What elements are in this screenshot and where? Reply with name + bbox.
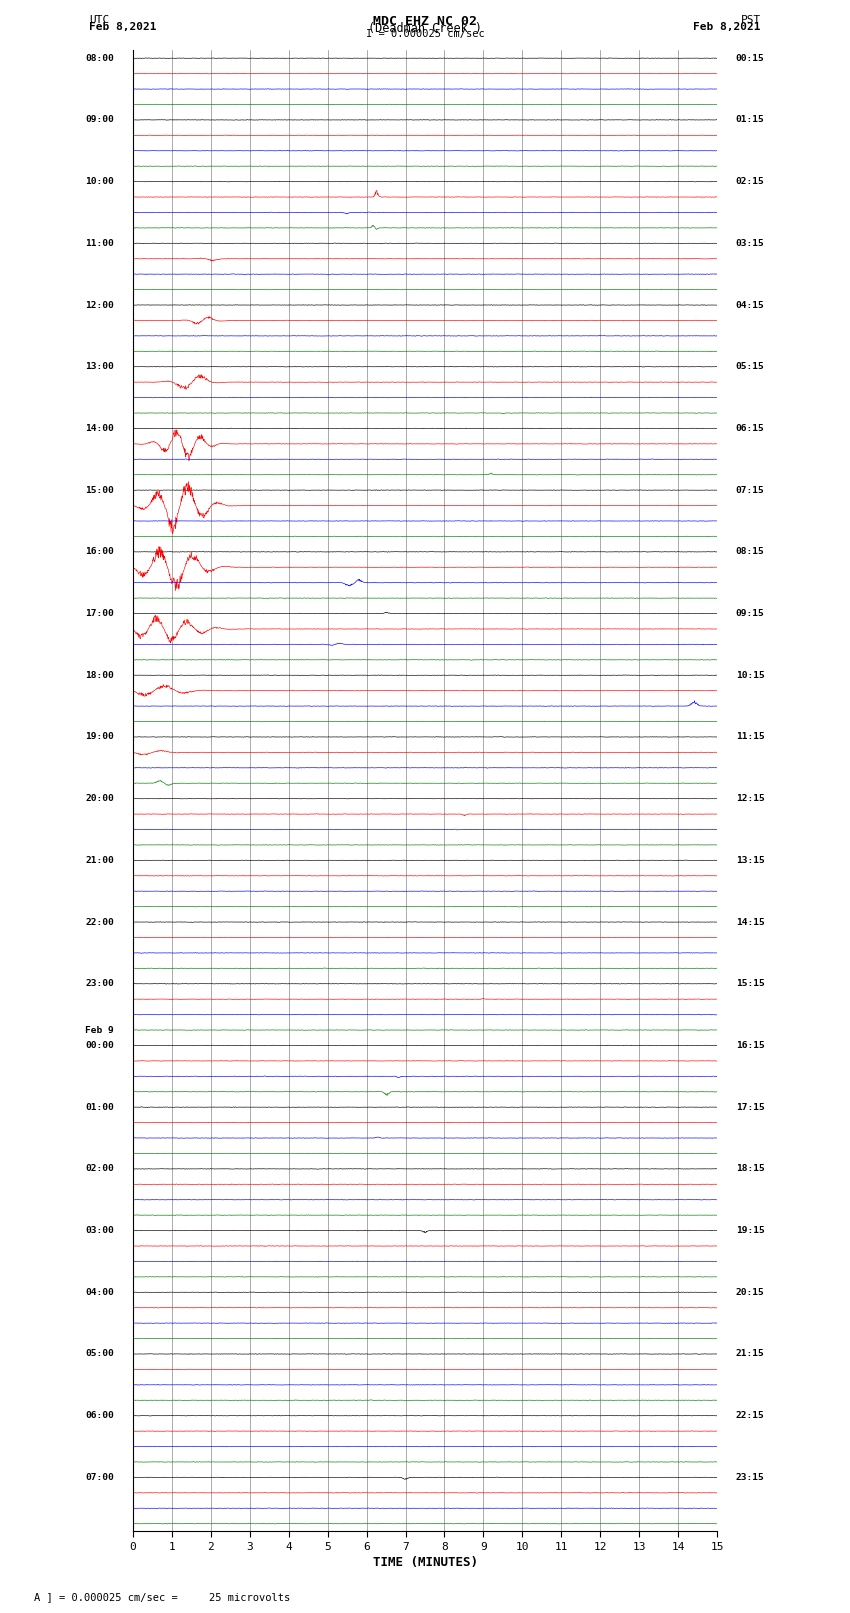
Text: 02:15: 02:15 <box>736 177 765 185</box>
Text: 14:00: 14:00 <box>85 424 114 432</box>
Text: 03:15: 03:15 <box>736 239 765 248</box>
Text: 09:15: 09:15 <box>736 610 765 618</box>
Text: 20:15: 20:15 <box>736 1287 765 1297</box>
Text: MDC EHZ NC 02: MDC EHZ NC 02 <box>373 16 477 29</box>
Text: Feb 8,2021: Feb 8,2021 <box>89 23 156 32</box>
Text: 14:15: 14:15 <box>736 918 765 926</box>
Text: 03:00: 03:00 <box>85 1226 114 1236</box>
Text: 04:15: 04:15 <box>736 300 765 310</box>
Text: 22:00: 22:00 <box>85 918 114 926</box>
Text: 23:00: 23:00 <box>85 979 114 989</box>
Text: 15:00: 15:00 <box>85 486 114 495</box>
Text: A ] = 0.000025 cm/sec =     25 microvolts: A ] = 0.000025 cm/sec = 25 microvolts <box>34 1592 290 1602</box>
Text: 12:15: 12:15 <box>736 794 765 803</box>
Text: 18:15: 18:15 <box>736 1165 765 1173</box>
Text: 21:00: 21:00 <box>85 857 114 865</box>
Text: 01:00: 01:00 <box>85 1103 114 1111</box>
Text: 11:15: 11:15 <box>736 732 765 742</box>
Text: 01:15: 01:15 <box>736 116 765 124</box>
Text: 10:15: 10:15 <box>736 671 765 679</box>
Text: 08:15: 08:15 <box>736 547 765 556</box>
Text: 00:15: 00:15 <box>736 53 765 63</box>
Text: 21:15: 21:15 <box>736 1350 765 1358</box>
Text: 13:15: 13:15 <box>736 857 765 865</box>
Text: 16:00: 16:00 <box>85 547 114 556</box>
X-axis label: TIME (MINUTES): TIME (MINUTES) <box>372 1557 478 1569</box>
Text: 09:00: 09:00 <box>85 116 114 124</box>
Text: 17:15: 17:15 <box>736 1103 765 1111</box>
Text: 00:00: 00:00 <box>85 1040 114 1050</box>
Text: 17:00: 17:00 <box>85 610 114 618</box>
Text: 18:00: 18:00 <box>85 671 114 679</box>
Text: PST: PST <box>740 16 761 26</box>
Text: 16:15: 16:15 <box>736 1040 765 1050</box>
Text: 08:00: 08:00 <box>85 53 114 63</box>
Text: 04:00: 04:00 <box>85 1287 114 1297</box>
Text: Feb 8,2021: Feb 8,2021 <box>694 23 761 32</box>
Text: Feb 9: Feb 9 <box>85 1026 114 1034</box>
Text: (Deadman Creek ): (Deadman Creek ) <box>368 23 482 35</box>
Text: 07:15: 07:15 <box>736 486 765 495</box>
Text: 19:15: 19:15 <box>736 1226 765 1236</box>
Text: 20:00: 20:00 <box>85 794 114 803</box>
Text: 07:00: 07:00 <box>85 1473 114 1482</box>
Text: I = 0.000025 cm/sec: I = 0.000025 cm/sec <box>366 29 484 39</box>
Text: 05:15: 05:15 <box>736 363 765 371</box>
Text: 13:00: 13:00 <box>85 363 114 371</box>
Text: 22:15: 22:15 <box>736 1411 765 1419</box>
Text: 19:00: 19:00 <box>85 732 114 742</box>
Text: 23:15: 23:15 <box>736 1473 765 1482</box>
Text: 12:00: 12:00 <box>85 300 114 310</box>
Text: 10:00: 10:00 <box>85 177 114 185</box>
Text: 11:00: 11:00 <box>85 239 114 248</box>
Text: 15:15: 15:15 <box>736 979 765 989</box>
Text: 02:00: 02:00 <box>85 1165 114 1173</box>
Text: 06:15: 06:15 <box>736 424 765 432</box>
Text: 06:00: 06:00 <box>85 1411 114 1419</box>
Text: 05:00: 05:00 <box>85 1350 114 1358</box>
Text: UTC: UTC <box>89 16 110 26</box>
